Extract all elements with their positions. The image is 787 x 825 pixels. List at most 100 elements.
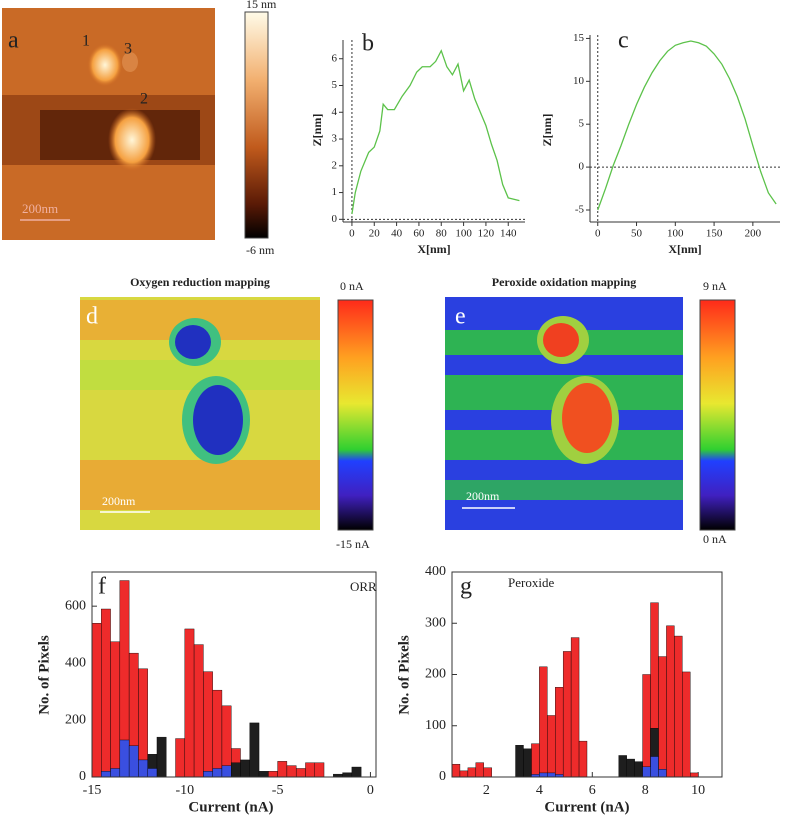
- panel-label: e: [455, 304, 466, 330]
- bar: [618, 755, 627, 778]
- bar: [305, 762, 315, 778]
- x-tick-label: 80: [436, 228, 448, 240]
- x-tick-label: 10: [691, 783, 705, 798]
- y-tick-label: 300: [425, 615, 446, 630]
- bar: [690, 772, 699, 778]
- annotation: ORR: [350, 579, 377, 594]
- x-tick-label: 0: [349, 228, 355, 240]
- y-axis-label: Z[nm]: [540, 114, 554, 147]
- bar: [351, 766, 362, 778]
- x-tick-label: 0: [367, 783, 374, 798]
- bar: [184, 628, 195, 778]
- y-tick-label: 0: [79, 769, 86, 784]
- marker: 1: [82, 33, 90, 50]
- y-tick-label: 5: [579, 118, 585, 130]
- bar: [658, 656, 667, 778]
- bar: [193, 644, 204, 778]
- colorbar: [699, 299, 736, 531]
- panel-label: d: [86, 304, 98, 330]
- x-tick-label: 100: [667, 228, 684, 240]
- x-tick-label: 150: [706, 228, 723, 240]
- y-tick-label: 200: [425, 667, 446, 682]
- bar: [483, 767, 492, 778]
- marker: 2: [140, 91, 148, 108]
- y-tick-label: 400: [65, 655, 86, 670]
- bar: [240, 759, 250, 778]
- colorbar-label: 15 nm: [246, 0, 277, 11]
- panel-label: b: [362, 31, 374, 57]
- peroxide-map: [445, 297, 683, 530]
- x-tick-label: -15: [83, 783, 102, 798]
- bar: [212, 689, 223, 778]
- bar: [249, 722, 260, 778]
- bar: [101, 771, 111, 778]
- image-title: Peroxide oxidation mapping: [492, 275, 636, 289]
- x-tick-label: -10: [175, 783, 194, 798]
- x-tick-label: 4: [536, 783, 543, 798]
- scale-label: 200nm: [102, 494, 136, 508]
- bar: [674, 635, 683, 778]
- bar: [175, 738, 186, 778]
- annotation: Peroxide: [508, 575, 554, 590]
- bar: [110, 641, 121, 778]
- bar: [570, 637, 580, 778]
- x-tick-label: 140: [500, 228, 517, 240]
- bar: [555, 687, 564, 778]
- bar: [682, 671, 691, 778]
- y-tick-label: 10: [573, 75, 585, 87]
- frame: [451, 571, 723, 778]
- bar: [562, 651, 572, 778]
- colorbar: [337, 299, 374, 531]
- y-tick-label: 400: [425, 564, 446, 579]
- y-tick-label: 600: [65, 598, 86, 613]
- bar: [138, 759, 148, 778]
- x-axis-label: X[nm]: [668, 242, 701, 256]
- bar: [231, 762, 241, 778]
- x-axis-label: Current (nA): [188, 799, 273, 815]
- x-tick-label: -5: [272, 783, 284, 798]
- orr-map: [80, 297, 320, 530]
- bar: [634, 761, 643, 778]
- y-tick-label: 15: [573, 32, 585, 44]
- bar: [459, 770, 469, 778]
- bar: [212, 768, 223, 778]
- bar: [658, 769, 667, 778]
- scale-label: 200nm: [22, 201, 58, 216]
- bar: [650, 756, 659, 778]
- bar: [314, 762, 325, 778]
- bar: [91, 623, 102, 778]
- y-tick-label: 4: [332, 106, 338, 118]
- colorbar-label: 9 nA: [703, 279, 727, 293]
- y-tick-label: 3: [332, 133, 338, 145]
- x-axis-label: Current (nA): [544, 799, 629, 815]
- colorbar-label: -15 nA: [336, 537, 370, 551]
- line: [351, 49, 520, 215]
- x-tick-label: 8: [642, 783, 649, 798]
- x-tick-label: 0: [595, 228, 601, 240]
- bar: [475, 762, 484, 778]
- y-tick-label: 0: [332, 213, 338, 225]
- x-tick-label: 20: [369, 228, 381, 240]
- bar: [467, 767, 477, 778]
- x-tick-label: 2: [483, 783, 490, 798]
- bar: [515, 745, 524, 778]
- bar: [666, 625, 675, 778]
- y-tick-label: 0: [579, 161, 585, 173]
- bar: [110, 768, 121, 778]
- bar: [156, 736, 167, 778]
- y-tick-label: 200: [65, 712, 86, 727]
- bar: [295, 768, 306, 778]
- x-tick-label: 50: [631, 228, 643, 240]
- bar: [342, 772, 353, 778]
- y-axis-label: No. of Pixels: [36, 635, 52, 715]
- panel-label: f: [98, 574, 106, 600]
- y-axis-label: Z[nm]: [310, 114, 324, 147]
- x-tick-label: 100: [455, 228, 472, 240]
- y-tick-label: 0: [439, 769, 446, 784]
- bar: [578, 740, 588, 778]
- bar: [277, 761, 288, 778]
- x-tick-label: 6: [589, 783, 596, 798]
- x-tick-label: 40: [391, 228, 403, 240]
- y-tick-label: -5: [575, 204, 585, 216]
- bar: [626, 758, 635, 778]
